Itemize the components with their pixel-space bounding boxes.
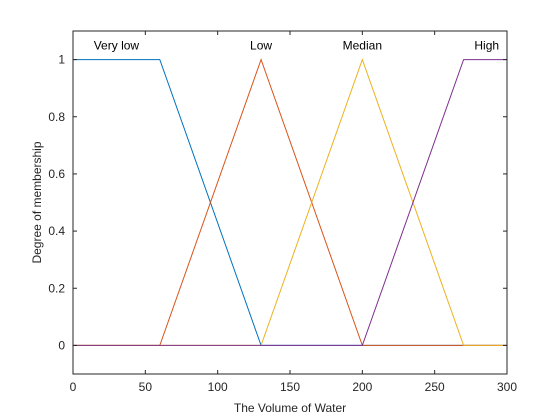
mf-label-1: Low bbox=[250, 38, 272, 52]
mf-label-2: Median bbox=[343, 38, 382, 52]
x-tick-label: 0 bbox=[70, 380, 77, 394]
series-line-1 bbox=[73, 58, 507, 346]
x-tick-label: 150 bbox=[280, 380, 300, 394]
series-layer bbox=[73, 58, 507, 346]
y-tick-label: 1 bbox=[58, 53, 65, 67]
mf-label-0: Very low bbox=[94, 38, 140, 52]
y-axis-label: Degree of membership bbox=[30, 141, 44, 263]
y-tick-label: 0 bbox=[58, 338, 65, 352]
x-tick-label: 300 bbox=[497, 380, 517, 394]
y-tick-label: 0.6 bbox=[48, 167, 65, 181]
ticks-layer: 0 50 100 150 200 250 300 0 0.2 0.4 0.6 0.8 1 bbox=[48, 31, 517, 394]
y-tick-label: 0.4 bbox=[48, 224, 65, 238]
series-line-3 bbox=[73, 59, 507, 346]
plot-frame bbox=[72, 30, 508, 375]
x-tick-label: 200 bbox=[352, 380, 372, 394]
x-axis-label: The Volume of Water bbox=[234, 401, 346, 415]
x-tick-label: 50 bbox=[139, 380, 153, 394]
series-line-2 bbox=[73, 58, 507, 346]
mf-label-3: High bbox=[474, 38, 499, 52]
y-tick-label: 0.8 bbox=[48, 110, 65, 124]
labels-layer: Very low Low Median High bbox=[94, 38, 499, 52]
series-line-0 bbox=[73, 59, 507, 346]
y-tick-label: 0.2 bbox=[48, 281, 65, 295]
x-tick-label: 100 bbox=[208, 380, 228, 394]
x-tick-label: 250 bbox=[425, 380, 445, 394]
